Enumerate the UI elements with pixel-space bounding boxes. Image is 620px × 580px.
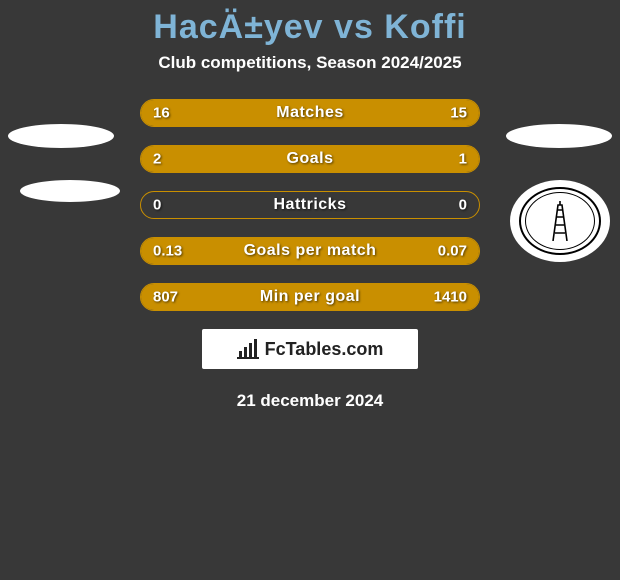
page-title: HacÄ±yev vs Koffi [0,0,620,53]
brand-box[interactable]: FcTables.com [202,329,418,369]
comparison-card: HacÄ±yev vs Koffi Club competitions, Sea… [0,0,620,411]
stat-label: Goals per match [141,242,479,260]
stat-value-right: 1410 [434,289,467,306]
player-right-avatar-placeholder [506,124,612,148]
brand-text: FcTables.com [265,339,384,360]
club-left-badge-placeholder [20,180,120,202]
stat-value-right: 0 [459,197,467,214]
stat-row: 807Min per goal1410 [140,283,480,311]
chart-icon [237,339,261,359]
stat-label: Min per goal [141,288,479,306]
snapshot-date: 21 december 2024 [0,391,620,411]
stat-value-right: 15 [450,105,467,122]
club-right-badge [510,180,610,262]
stat-value-right: 0.07 [438,243,467,260]
stat-label: Matches [141,104,479,122]
stat-label: Hattricks [141,196,479,214]
stat-row: 16Matches15 [140,99,480,127]
oil-tower-icon [551,201,569,241]
player-left-avatar-placeholder [8,124,114,148]
stat-label: Goals [141,150,479,168]
page-subtitle: Club competitions, Season 2024/2025 [0,53,620,99]
stat-row: 0.13Goals per match0.07 [140,237,480,265]
club-right-badge-inner [519,187,601,255]
stat-value-right: 1 [459,151,467,168]
stat-row: 2Goals1 [140,145,480,173]
stat-row: 0Hattricks0 [140,191,480,219]
